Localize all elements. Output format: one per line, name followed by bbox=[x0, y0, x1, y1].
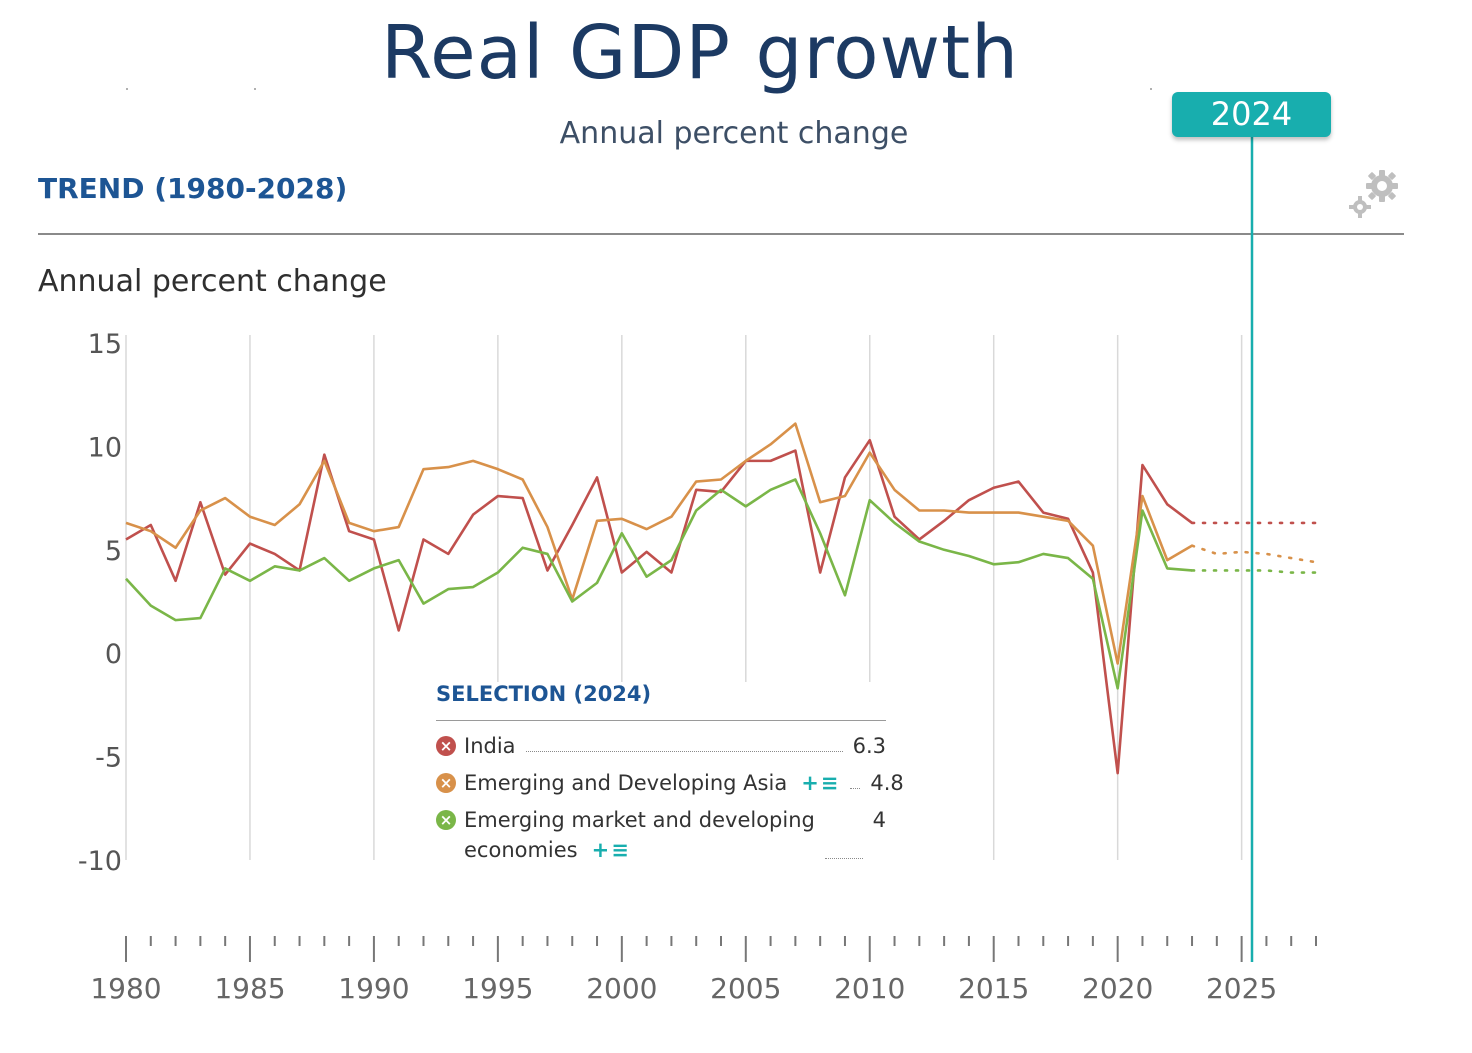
legend-label-line2: economies bbox=[464, 838, 578, 862]
x-tick-label: 2000 bbox=[586, 972, 657, 1005]
series-lines bbox=[125, 130, 1318, 962]
legend-value: 4 bbox=[872, 808, 886, 832]
y-tick-label: 15 bbox=[88, 329, 122, 360]
section-divider bbox=[38, 233, 1404, 235]
legend-item-emde[interactable]: × Emerging market and developing economi… bbox=[436, 808, 886, 865]
remove-series-icon[interactable]: × bbox=[436, 773, 456, 793]
projection-line-2 bbox=[1190, 569, 1318, 574]
decor-dot bbox=[126, 88, 128, 90]
legend-label: Emerging market and developing economies… bbox=[464, 805, 815, 865]
x-tick-label: 1985 bbox=[214, 972, 285, 1005]
add-to-list-icon[interactable]: +≡ bbox=[801, 771, 841, 795]
x-tick-label: 2010 bbox=[834, 972, 905, 1005]
series-line-0 bbox=[125, 438, 1193, 775]
y-tick-label: 0 bbox=[105, 639, 122, 670]
section-heading: TREND (1980-2028) bbox=[38, 172, 348, 205]
x-tick-label: 1990 bbox=[338, 972, 409, 1005]
leader-dots bbox=[824, 858, 863, 859]
chart-title: Real GDP growth bbox=[380, 10, 1019, 96]
x-tick-label: 1995 bbox=[462, 972, 533, 1005]
projection-line-1 bbox=[1190, 544, 1318, 564]
legend-title: SELECTION (2024) bbox=[436, 682, 886, 721]
leader-dots bbox=[525, 751, 843, 752]
settings-gear-icon[interactable] bbox=[1344, 162, 1404, 222]
series-line-2 bbox=[125, 478, 1193, 690]
legend-label: India bbox=[464, 734, 516, 758]
x-tick-label: 2020 bbox=[1082, 972, 1153, 1005]
remove-series-icon[interactable]: × bbox=[436, 736, 456, 756]
x-axis-ticks: 1980 1985 1990 1995 2000 2005 2010 2015 2020 2025 bbox=[90, 936, 1317, 1005]
x-tick-label: 1980 bbox=[90, 972, 161, 1005]
selection-legend: SELECTION (2024) × India 6.3 × Emerging … bbox=[436, 682, 904, 865]
y-tick-label: -10 bbox=[78, 846, 122, 877]
chart-subtitle: Annual percent change bbox=[559, 116, 909, 151]
add-to-list-icon[interactable]: +≡ bbox=[591, 838, 631, 862]
leader-dots bbox=[850, 788, 861, 789]
x-tick-label: 2005 bbox=[710, 972, 781, 1005]
x-tick-label: 2015 bbox=[958, 972, 1029, 1005]
y-axis-label: Annual percent change bbox=[38, 264, 387, 299]
y-tick-label: 10 bbox=[88, 432, 122, 463]
y-tick-label: 5 bbox=[105, 536, 122, 567]
year-selector-handle[interactable]: 2024 bbox=[1172, 92, 1331, 137]
y-tick-label: -5 bbox=[95, 743, 122, 774]
x-tick-label: 2025 bbox=[1206, 972, 1277, 1005]
legend-label-line1: Emerging market and developing bbox=[464, 808, 815, 832]
decor-dot bbox=[1150, 88, 1152, 90]
legend-item-emerging-asia[interactable]: × Emerging and Developing Asia +≡ 4.8 bbox=[436, 771, 904, 795]
decor-dot bbox=[254, 88, 256, 90]
y-axis-ticks: 15 10 5 0 -5 -10 bbox=[78, 329, 122, 877]
remove-series-icon[interactable]: × bbox=[436, 810, 456, 830]
legend-item-india[interactable]: × India 6.3 bbox=[436, 734, 886, 758]
legend-label: Emerging and Developing Asia bbox=[464, 771, 788, 795]
legend-value: 4.8 bbox=[870, 771, 904, 795]
legend-value: 6.3 bbox=[852, 734, 886, 758]
series-line-1 bbox=[125, 422, 1193, 665]
